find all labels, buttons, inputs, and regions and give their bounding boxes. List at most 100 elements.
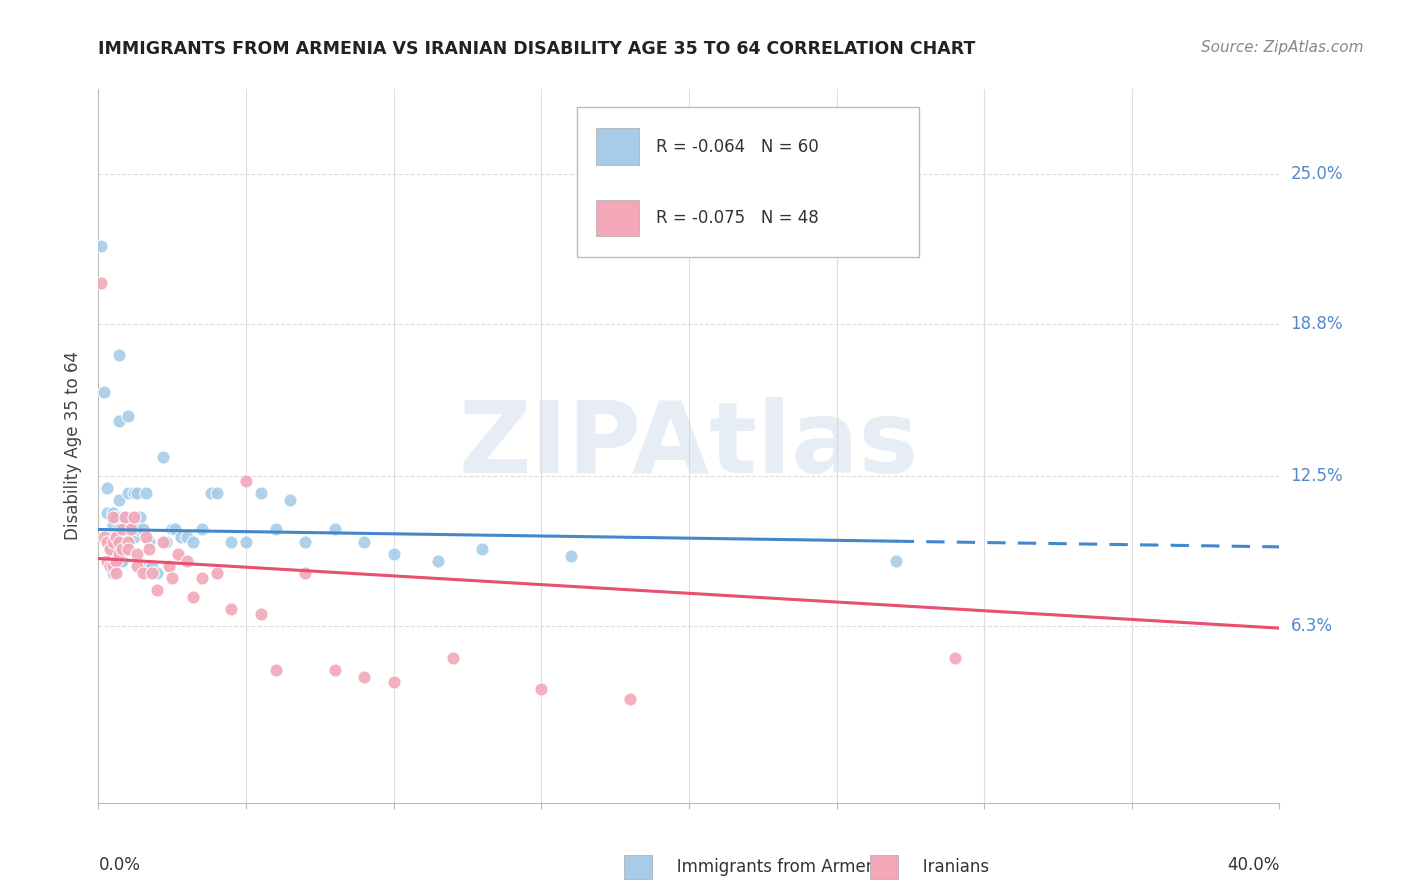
Point — [250, 607, 273, 621]
Point — [105, 566, 128, 580]
Point — [264, 523, 287, 537]
Point — [120, 523, 142, 537]
Point — [235, 534, 257, 549]
Point — [138, 534, 160, 549]
Point — [125, 486, 148, 500]
Point — [105, 530, 128, 544]
Point — [353, 670, 375, 684]
Point — [219, 534, 242, 549]
Point — [382, 547, 405, 561]
Point — [105, 510, 128, 524]
Point — [176, 554, 198, 568]
Point — [108, 414, 131, 428]
Point — [191, 523, 214, 537]
Point — [135, 558, 157, 573]
Point — [105, 554, 128, 568]
Point — [120, 523, 142, 537]
Point — [264, 663, 287, 677]
Point — [128, 510, 150, 524]
Point — [117, 409, 139, 423]
Point — [152, 534, 174, 549]
Point — [619, 691, 641, 706]
Text: ZIPAtlas: ZIPAtlas — [458, 398, 920, 494]
Point — [294, 566, 316, 580]
Point — [103, 534, 125, 549]
Point — [125, 547, 148, 561]
Point — [114, 510, 136, 524]
Point — [108, 523, 131, 537]
Point — [135, 486, 157, 500]
Point — [108, 348, 131, 362]
Point — [103, 510, 125, 524]
Point — [108, 534, 131, 549]
Text: Immigrants from Armenia: Immigrants from Armenia — [661, 858, 891, 876]
Point — [105, 530, 128, 544]
Point — [162, 571, 183, 585]
Point — [96, 481, 118, 495]
Point — [103, 549, 125, 563]
Point — [103, 558, 125, 573]
Point — [157, 558, 180, 573]
Point — [114, 510, 136, 524]
Point — [103, 534, 125, 549]
Point — [111, 523, 134, 537]
Point — [205, 486, 228, 500]
Point — [96, 506, 118, 520]
Point — [294, 534, 316, 549]
Text: 12.5%: 12.5% — [1291, 467, 1343, 485]
Point — [181, 590, 204, 604]
Point — [103, 506, 125, 520]
Point — [98, 541, 121, 556]
Point — [103, 517, 125, 532]
Point — [93, 384, 115, 399]
Point — [90, 239, 112, 253]
Point — [111, 541, 134, 556]
Point — [132, 523, 155, 537]
Text: 0.0%: 0.0% — [98, 856, 141, 874]
Point — [530, 682, 553, 697]
FancyBboxPatch shape — [596, 128, 640, 165]
Point — [125, 558, 148, 573]
Point — [200, 486, 222, 500]
Point — [167, 547, 190, 561]
Point — [884, 554, 907, 568]
Point — [141, 558, 163, 573]
Point — [111, 554, 134, 568]
Point — [111, 530, 134, 544]
Y-axis label: Disability Age 35 to 64: Disability Age 35 to 64 — [65, 351, 83, 541]
Point — [125, 523, 148, 537]
Point — [155, 534, 177, 549]
Text: IMMIGRANTS FROM ARMENIA VS IRANIAN DISABILITY AGE 35 TO 64 CORRELATION CHART: IMMIGRANTS FROM ARMENIA VS IRANIAN DISAB… — [98, 40, 976, 58]
Point — [235, 474, 257, 488]
FancyBboxPatch shape — [576, 107, 920, 257]
Point — [117, 486, 139, 500]
Point — [117, 534, 139, 549]
Point — [323, 523, 346, 537]
Point — [353, 534, 375, 549]
Point — [191, 571, 214, 585]
FancyBboxPatch shape — [596, 200, 640, 236]
Point — [103, 566, 125, 580]
Point — [114, 534, 136, 549]
Point — [96, 554, 118, 568]
Point — [138, 541, 160, 556]
Point — [382, 674, 405, 689]
Point — [98, 530, 121, 544]
Text: R = -0.075   N = 48: R = -0.075 N = 48 — [655, 209, 818, 227]
Point — [135, 530, 157, 544]
Point — [250, 486, 273, 500]
Point — [162, 523, 183, 537]
Point — [122, 510, 145, 524]
Point — [96, 534, 118, 549]
Point — [471, 541, 494, 556]
Text: 18.8%: 18.8% — [1291, 315, 1343, 333]
Point — [108, 493, 131, 508]
Point — [943, 650, 966, 665]
Point — [93, 530, 115, 544]
Point — [146, 582, 169, 597]
Point — [170, 530, 193, 544]
Point — [141, 566, 163, 580]
Text: Iranians: Iranians — [907, 858, 988, 876]
Point — [152, 450, 174, 464]
Point — [560, 549, 582, 563]
